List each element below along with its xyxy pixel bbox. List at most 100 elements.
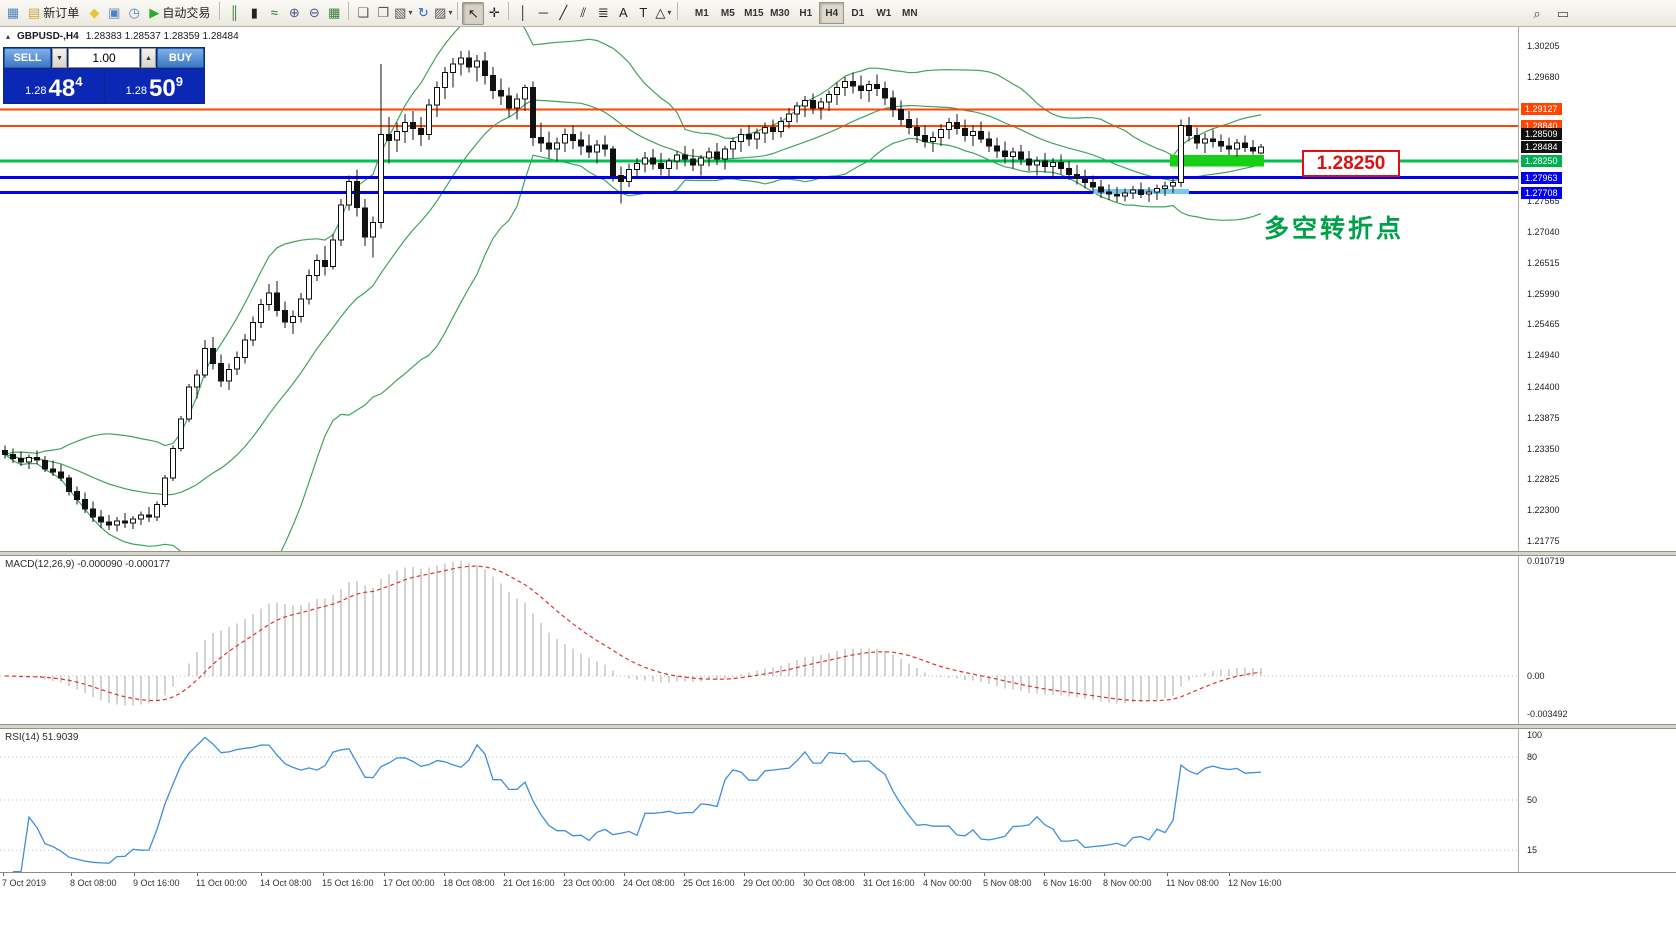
bear-candle bbox=[50, 468, 56, 473]
refresh-icon[interactable]: ↻ bbox=[413, 2, 433, 23]
bear-candle bbox=[810, 99, 816, 109]
macd-panel[interactable]: MACD(12,26,9) -0.000090 -0.000177 bbox=[0, 556, 1518, 724]
candlestick-chart-icon[interactable]: ▮ bbox=[244, 2, 264, 23]
pivot-note-text[interactable]: 多空转折点 bbox=[1264, 215, 1405, 243]
bear-candle bbox=[922, 135, 928, 142]
bear-candle bbox=[218, 362, 224, 382]
rsi-panel[interactable]: RSI(14) 51.9039 bbox=[0, 729, 1518, 872]
new-chart-dropdown-glyph: ▧ bbox=[394, 4, 407, 20]
accounts-icon[interactable]: ▣ bbox=[104, 2, 124, 23]
bear-candle bbox=[1066, 167, 1072, 175]
text-icon[interactable]: A bbox=[613, 2, 633, 23]
zoom-in-icon[interactable]: ⊕ bbox=[284, 2, 304, 23]
bull-candle bbox=[1050, 162, 1056, 168]
cursor-icon[interactable]: ↖ bbox=[462, 1, 485, 25]
bull-candle bbox=[242, 339, 248, 358]
volume-decrease-button[interactable]: ▼ bbox=[52, 48, 67, 68]
grid-icon[interactable]: ▦ bbox=[324, 2, 344, 23]
bear-candle bbox=[146, 514, 152, 518]
text-label-icon[interactable]: T bbox=[633, 2, 653, 23]
bar-chart-icon[interactable]: ║ bbox=[224, 2, 244, 23]
bear-candle bbox=[466, 57, 472, 68]
bull-candle bbox=[370, 222, 376, 238]
price-chart-panel[interactable]: ▴ GBPUSD-,H4 1.28383 1.28537 1.28359 1.2… bbox=[0, 27, 1518, 551]
price-callout[interactable]: 1.28250 bbox=[1302, 150, 1400, 177]
timeframe-m1-button[interactable]: M1 bbox=[694, 7, 709, 19]
metaeditor-icon[interactable]: ◆ bbox=[84, 2, 104, 23]
shapes-dropdown[interactable]: △ ▾ bbox=[653, 2, 673, 23]
panel-separator[interactable] bbox=[0, 551, 1676, 556]
timeframe-m15-button[interactable]: M15 bbox=[744, 7, 764, 19]
price-chart-svg[interactable] bbox=[0, 27, 1518, 551]
vertical-line-icon[interactable]: │ bbox=[513, 2, 533, 23]
app-icon[interactable]: ▦ bbox=[3, 2, 23, 23]
search-icon[interactable]: ⌕ bbox=[1527, 3, 1547, 24]
cursor-icon-glyph: ↖ bbox=[467, 5, 479, 21]
bull-candle bbox=[194, 374, 200, 388]
bull-candle bbox=[1122, 192, 1128, 197]
bollinger-lower-band bbox=[4, 137, 1262, 551]
bull-candle bbox=[394, 130, 400, 141]
horizontal-line-icon[interactable]: ─ bbox=[533, 2, 553, 23]
volume-increase-button[interactable]: ▲ bbox=[141, 48, 156, 68]
bull-candle bbox=[738, 133, 744, 142]
bull-candle bbox=[674, 154, 680, 162]
new-chart-dropdown[interactable]: ▧ ▾ bbox=[393, 2, 413, 23]
panel-separator[interactable] bbox=[0, 724, 1676, 729]
bull-candle bbox=[338, 204, 344, 241]
price-axis-label: 1.25465 bbox=[1527, 319, 1560, 330]
cascade-windows-icon[interactable]: ❐ bbox=[373, 2, 393, 23]
bull-candle bbox=[346, 180, 352, 206]
price-badge: 1.27963 bbox=[1521, 171, 1562, 184]
window-icon[interactable]: ▭ bbox=[1553, 3, 1573, 24]
toolbar: ▦ ▤ 新订单 ◆ ▣ ◷ ▶ 自动交易 ║ ▮ ≈ ⊕ ⊖ ▦ ❏ ❐ ▧ ▾ ↻ ▨ ▾ ↖ ✛ │ ─ ╱ ⫽ ≣ A T △ ▾ M1… bbox=[0, 0, 1676, 27]
time-tick bbox=[1044, 873, 1045, 876]
zoom-out-icon[interactable]: ⊖ bbox=[304, 2, 324, 23]
bear-candle bbox=[498, 89, 504, 97]
timeframe-d1-button[interactable]: D1 bbox=[851, 7, 865, 19]
history-icon[interactable]: ◷ bbox=[124, 2, 144, 23]
bear-candle bbox=[10, 453, 16, 459]
timeframe-h1-button[interactable]: H1 bbox=[799, 7, 813, 19]
bear-candle bbox=[42, 459, 48, 470]
timeframe-h4-button[interactable]: H4 bbox=[819, 2, 845, 24]
templates-dropdown[interactable]: ▨ ▾ bbox=[433, 2, 453, 23]
bear-candle bbox=[506, 95, 512, 109]
bull-candle bbox=[330, 239, 336, 268]
channel-icon-glyph: ⫽ bbox=[580, 4, 587, 20]
autotrade-button[interactable]: ▶ 自动交易 bbox=[144, 2, 215, 23]
line-chart-icon[interactable]: ≈ bbox=[264, 2, 284, 23]
time-tick bbox=[444, 873, 445, 876]
volume-input[interactable] bbox=[68, 48, 140, 68]
collapse-icon[interactable]: ▴ bbox=[6, 32, 11, 41]
bull-candle bbox=[1170, 182, 1176, 187]
timeframe-mn-button[interactable]: MN bbox=[902, 7, 918, 19]
bull-candle bbox=[154, 503, 160, 518]
tile-windows-icon[interactable]: ❏ bbox=[353, 2, 373, 23]
price-axis-label: 1.24940 bbox=[1527, 350, 1560, 361]
timeframe-m5-button[interactable]: M5 bbox=[720, 7, 735, 19]
bear-candle bbox=[1042, 160, 1048, 168]
time-tick bbox=[197, 873, 198, 876]
bear-candle bbox=[746, 133, 752, 140]
time-axis[interactable]: 7 Oct 2019 8 Oct 08:00 9 Oct 16:00 11 Oct 0… bbox=[0, 872, 1676, 950]
sell-price[interactable]: 1.28 48 4 bbox=[4, 69, 104, 103]
trendline-icon[interactable]: ╱ bbox=[553, 2, 573, 23]
price-axis[interactable]: 1.30205 1.29680 1.27565 1.27040 1.26515 1.259… bbox=[1518, 27, 1676, 872]
bear-candle bbox=[618, 175, 624, 182]
bull-candle bbox=[778, 121, 784, 132]
bull-candle bbox=[434, 86, 440, 106]
buy-button[interactable]: BUY bbox=[157, 48, 204, 68]
timeframe-w1-button[interactable]: W1 bbox=[876, 7, 892, 19]
channel-icon[interactable]: ⫽ bbox=[573, 2, 593, 23]
highlight-zone[interactable] bbox=[1170, 154, 1264, 167]
bull-candle bbox=[762, 126, 768, 134]
bear-candle bbox=[1018, 151, 1024, 160]
sell-button[interactable]: SELL bbox=[4, 48, 51, 68]
crosshair-icon[interactable]: ✛ bbox=[484, 2, 504, 23]
fibonacci-icon[interactable]: ≣ bbox=[593, 2, 613, 23]
new-order-button[interactable]: ▤ 新订单 bbox=[23, 2, 84, 23]
buy-price[interactable]: 1.28 50 9 bbox=[104, 69, 204, 103]
timeframe-m30-button[interactable]: M30 bbox=[770, 7, 790, 19]
